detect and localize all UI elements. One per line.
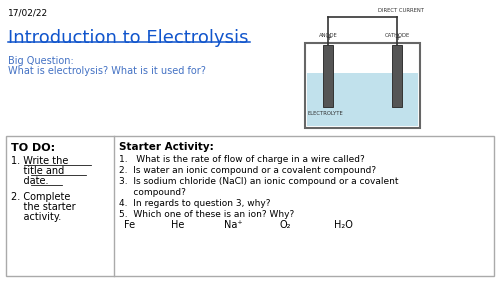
Text: Starter Activity:: Starter Activity: xyxy=(119,142,214,152)
Text: 3.  Is sodium chloride (NaCl) an ionic compound or a covalent: 3. Is sodium chloride (NaCl) an ionic co… xyxy=(119,177,398,186)
Text: +: + xyxy=(394,33,400,42)
Text: ELECTROLYTE: ELECTROLYTE xyxy=(308,111,344,116)
Text: Introduction to Electrolysis: Introduction to Electrolysis xyxy=(8,29,248,47)
Text: DIRECT CURRENT: DIRECT CURRENT xyxy=(378,8,424,13)
Text: 1. Write the: 1. Write the xyxy=(11,156,68,166)
Bar xyxy=(307,73,418,126)
Text: What is electrolysis? What is it used for?: What is electrolysis? What is it used fo… xyxy=(8,66,206,76)
Text: 5.  Which one of these is an ion? Why?: 5. Which one of these is an ion? Why? xyxy=(119,210,294,219)
Text: O₂: O₂ xyxy=(279,220,290,230)
Text: H₂O: H₂O xyxy=(334,220,353,230)
Text: CATHODE: CATHODE xyxy=(384,33,409,38)
Text: 1.   What is the rate of flow of charge in a wire called?: 1. What is the rate of flow of charge in… xyxy=(119,155,365,164)
Text: 17/02/22: 17/02/22 xyxy=(8,9,48,18)
Text: activity.: activity. xyxy=(11,212,61,222)
Text: title and: title and xyxy=(11,166,64,176)
Text: TO DO:: TO DO: xyxy=(11,143,55,153)
Text: date.: date. xyxy=(11,176,49,186)
Text: +: + xyxy=(325,33,331,42)
Text: 2. Complete: 2. Complete xyxy=(11,192,70,202)
Text: He: He xyxy=(171,220,184,230)
Text: Na⁺: Na⁺ xyxy=(224,220,242,230)
Text: compound?: compound? xyxy=(119,188,186,197)
Text: ANODE: ANODE xyxy=(318,33,338,38)
Bar xyxy=(6,136,494,276)
Text: Big Question:: Big Question: xyxy=(8,56,74,66)
Bar xyxy=(305,43,420,128)
Text: 4.  In regards to question 3, why?: 4. In regards to question 3, why? xyxy=(119,199,270,208)
Bar xyxy=(392,45,402,107)
Bar xyxy=(323,45,333,107)
Text: the starter: the starter xyxy=(11,202,76,212)
Text: Fe: Fe xyxy=(124,220,135,230)
Text: 2.  Is water an ionic compound or a covalent compound?: 2. Is water an ionic compound or a coval… xyxy=(119,166,376,175)
